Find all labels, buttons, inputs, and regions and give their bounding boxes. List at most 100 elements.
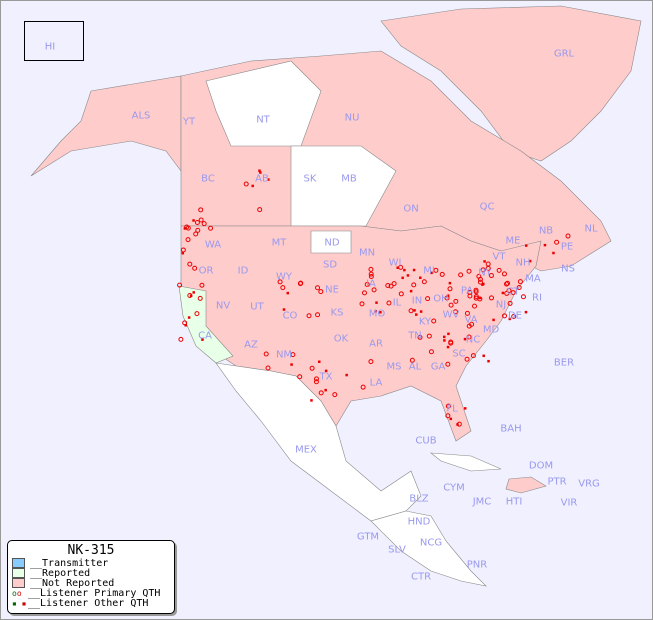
listener-other-dot: [403, 268, 406, 272]
listener-primary-dot: [368, 359, 374, 365]
region-label-or: OR: [198, 265, 214, 277]
listener-primary-dot: [315, 312, 321, 318]
listener-other-dot: [446, 345, 450, 349]
region-label-me: ME: [505, 235, 521, 247]
hawaii-inset: [24, 21, 84, 61]
transmitter-swatch: [12, 558, 25, 568]
region-label-fl: FL: [446, 403, 458, 415]
region-label-nd: ND: [324, 237, 340, 249]
listener-primary-dot: [280, 285, 286, 291]
legend-transmitter: __Transmitter: [12, 558, 174, 569]
region-label-ma: MA: [525, 273, 541, 285]
region-label-ab: AB: [255, 173, 269, 185]
legend-label: __Listener Other QTH: [28, 597, 149, 609]
listener-dots: [177, 169, 571, 427]
listener-primary-dot: [507, 300, 513, 306]
listener-primary-dot: [433, 267, 439, 273]
listener-primary-dot: [194, 311, 200, 317]
listener-other-dot: [379, 311, 382, 314]
not-reported-swatch: [12, 578, 25, 588]
listener-primary-dot: [385, 283, 391, 289]
listener-primary-dot: [265, 365, 271, 371]
region-label-nj: NJ: [495, 299, 507, 311]
listener-primary-dot: [187, 293, 193, 299]
listener-primary-dot: [178, 336, 184, 342]
region-label-ct: CT: [506, 286, 520, 298]
listener-primary-dot: [510, 290, 516, 296]
listener-other-dot: [345, 373, 348, 377]
listener-primary-dot: [391, 281, 397, 287]
square-icon: ▪ ▪: [12, 598, 27, 608]
listener-primary-dot: [431, 318, 437, 324]
listener-primary-dot: [477, 279, 483, 285]
listener-other-dot: [482, 354, 485, 358]
region-label-ca: CA: [198, 330, 212, 342]
listener-primary-dot: [318, 390, 324, 396]
listener-primary-dot: [197, 295, 203, 301]
listener-primary-dot: [504, 281, 510, 287]
listener-primary-dot: [448, 302, 454, 308]
listener-primary-dot: [439, 271, 445, 277]
listener-primary-dot: [398, 264, 404, 270]
region-label-nv: NV: [215, 300, 231, 312]
listener-primary-dot: [195, 227, 201, 233]
region-label-gtm: GTM: [356, 531, 380, 543]
listener-primary-dot: [297, 281, 303, 287]
listener-other-dot: [447, 332, 450, 336]
listener-primary-dot: [201, 221, 207, 227]
region-label-nm: NM: [275, 349, 293, 361]
listener-other-dot: [401, 276, 404, 280]
listener-primary-dot: [332, 392, 338, 398]
region-label-bc: BC: [201, 173, 215, 185]
legend-primary-qth: oo __Listener Primary QTH: [12, 588, 174, 599]
region-label-ks: KS: [330, 307, 344, 319]
listener-other-dot: [282, 308, 286, 311]
listener-primary-dot: [368, 266, 374, 272]
region-label-ut: UT: [250, 301, 264, 313]
listener-primary-dot: [306, 313, 312, 319]
alaska-shape: [30, 75, 182, 177]
region-label-ptr: PTR: [547, 476, 567, 488]
listener-primary-dot: [517, 279, 523, 285]
listener-primary-dot: [180, 247, 186, 253]
region-label-ber: BER: [553, 357, 575, 369]
listener-primary-dot: [504, 290, 510, 296]
legend-other-qth: ▪ ▪ __Listener Other QTH: [12, 597, 174, 609]
region-label-hti: HTI: [505, 496, 523, 508]
listener-primary-dot: [428, 349, 434, 355]
listener-other-dot: [508, 317, 512, 321]
listener-primary-dot: [445, 413, 451, 419]
listener-other-dot: [449, 417, 453, 421]
listener-primary-dot: [464, 310, 470, 316]
listener-primary-dot: [386, 300, 392, 306]
listener-primary-dot: [520, 294, 526, 300]
region-label-dom: DOM: [528, 460, 554, 472]
listener-other-dot: [286, 291, 290, 295]
region-label-mb: MB: [341, 173, 357, 185]
legend-title: NK-315: [67, 543, 115, 558]
listener-primary-dot: [257, 207, 263, 213]
region-label-wy: WY: [276, 271, 292, 283]
region-label-nl: NL: [584, 223, 598, 235]
listener-primary-dot: [473, 287, 479, 293]
listener-primary-dot: [488, 273, 494, 279]
listener-primary-dot: [421, 279, 427, 285]
listener-other-dot: [478, 296, 482, 300]
listener-other-dot: [192, 219, 195, 222]
listener-primary-dot: [445, 361, 451, 367]
region-label-sk: SK: [303, 173, 317, 185]
region-label-mn: MN: [358, 247, 376, 259]
listener-primary-dot: [464, 356, 470, 362]
listener-primary-dot: [368, 271, 374, 277]
listener-other-dot: [419, 310, 423, 313]
region-label-ns: NS: [561, 263, 575, 275]
listener-primary-dot: [476, 273, 482, 279]
listener-primary-dot: [297, 374, 303, 380]
region-label-pe: PE: [560, 241, 574, 253]
listener-primary-dot: [411, 282, 417, 288]
legend-label: __Not Reported: [30, 577, 115, 589]
listener-other-dot: [324, 388, 327, 392]
region-label-slv: SLV: [388, 544, 406, 556]
listener-primary-dot: [208, 225, 214, 231]
